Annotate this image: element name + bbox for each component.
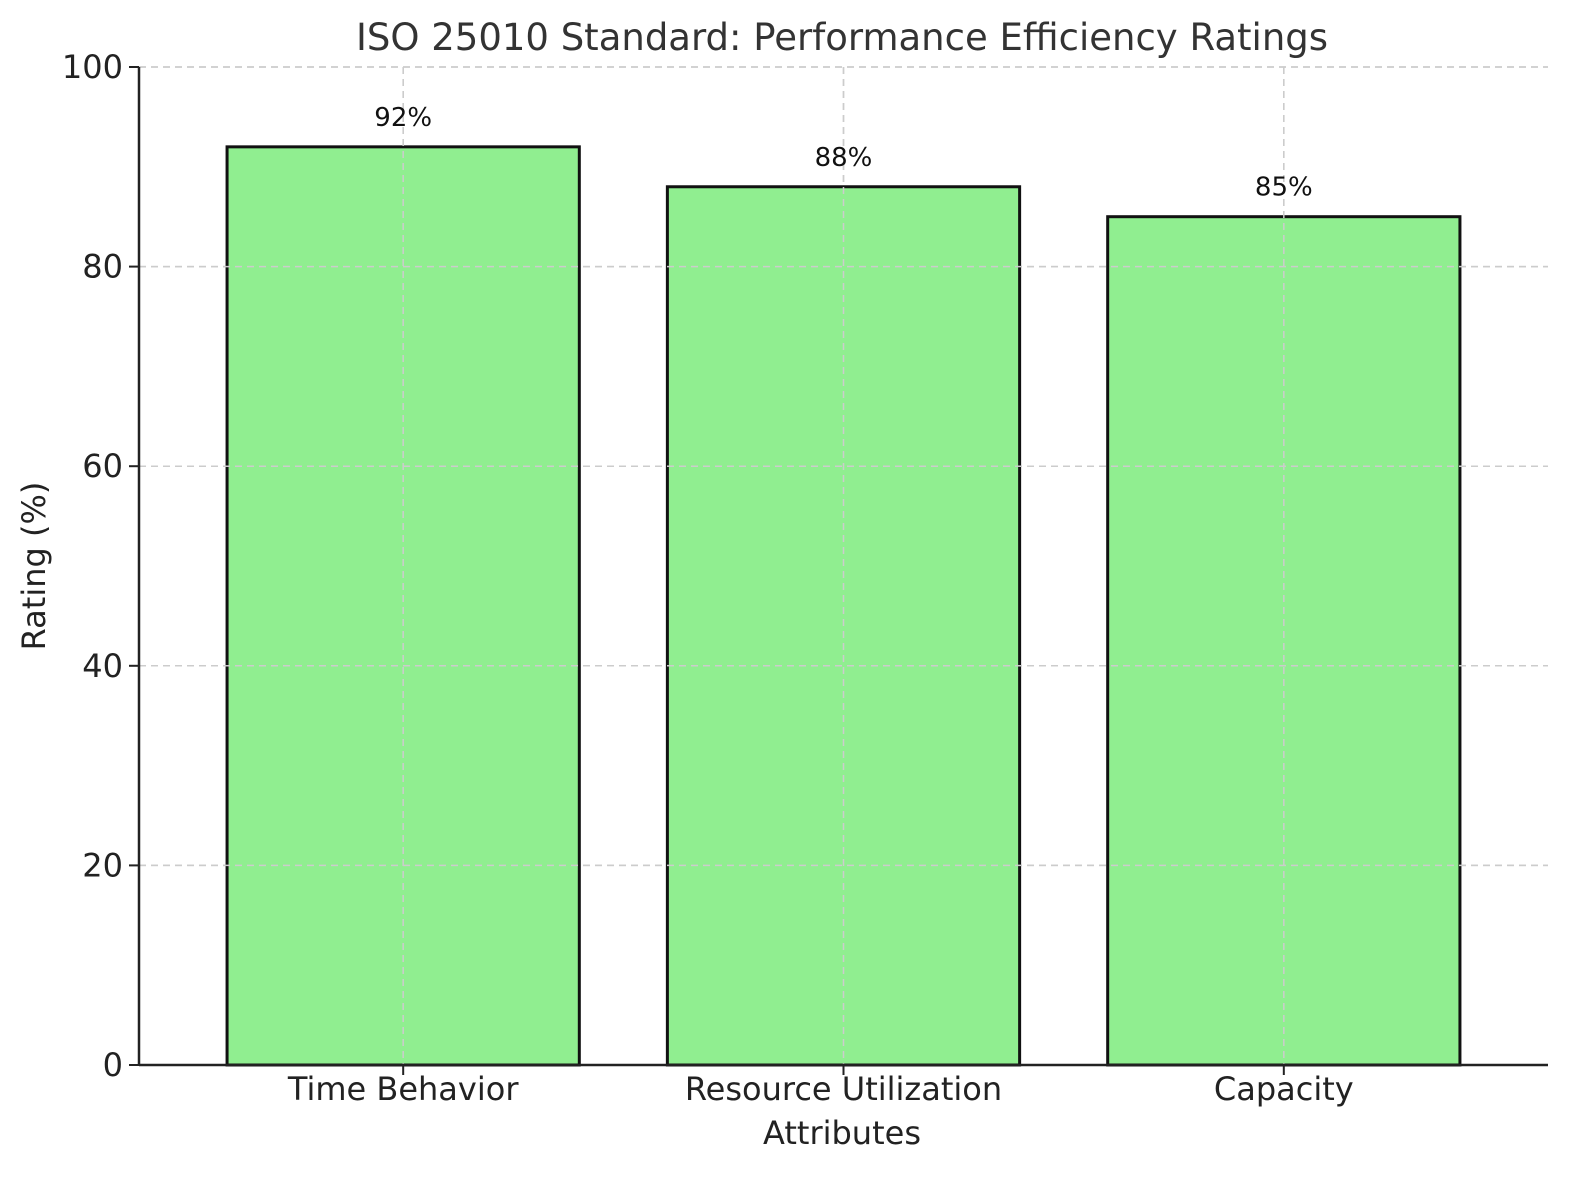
- bars: [139, 66, 1548, 1067]
- tick-and-data-labels: 0 20 40 60 80 100 Time Behavior Resource Utiliz…: [62, 48, 1354, 1108]
- y-tick-label-40: 40: [82, 647, 123, 685]
- x-tick-label: Time Behavior: [287, 1070, 519, 1108]
- data-label: 85%: [1255, 173, 1313, 203]
- chart-title: ISO 25010 Standard: Performance Efficien…: [356, 16, 1328, 59]
- data-label: 88%: [815, 143, 873, 173]
- axes: [129, 66, 1548, 1075]
- y-tick-label-20: 20: [82, 846, 123, 884]
- data-label: 92%: [374, 103, 432, 133]
- x-tick-label: Capacity: [1214, 1070, 1354, 1108]
- x-tick-label: Resource Utilization: [685, 1070, 1002, 1108]
- y-tick-label-60: 60: [82, 447, 123, 485]
- y-tick-label-80: 80: [82, 248, 123, 286]
- y-tick-label-100: 100: [62, 48, 123, 86]
- y-axis-label: Rating (%): [15, 482, 53, 651]
- y-tick-label-0: 0: [103, 1046, 123, 1084]
- x-axis-label: Attributes: [763, 1114, 921, 1152]
